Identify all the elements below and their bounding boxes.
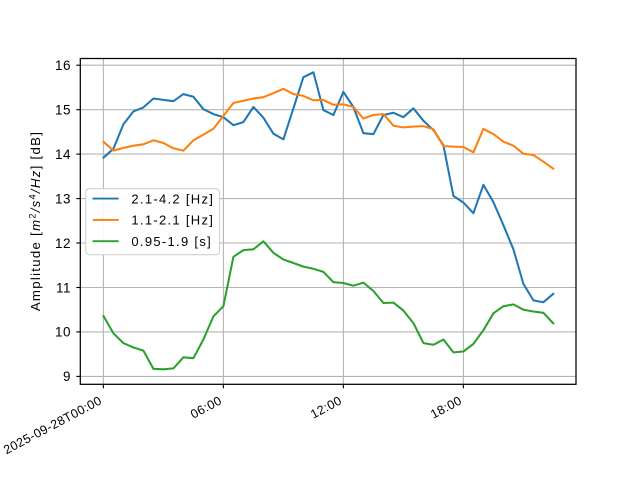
svg-text:9: 9 (63, 369, 71, 384)
svg-text:12: 12 (55, 236, 71, 251)
svg-text:10: 10 (55, 325, 71, 340)
svg-text:15: 15 (55, 103, 71, 118)
svg-text:13: 13 (55, 191, 71, 206)
svg-text:14: 14 (55, 147, 71, 162)
svg-text:11: 11 (56, 280, 71, 295)
svg-text:1.1-2.1 [Hz]: 1.1-2.1 [Hz] (131, 213, 214, 228)
svg-text:Amplitude [m2/s4/Hz] [dB]: Amplitude [m2/s4/Hz] [dB] (28, 131, 44, 311)
svg-text:16: 16 (55, 58, 71, 73)
svg-text:2.1-4.2 [Hz]: 2.1-4.2 [Hz] (131, 191, 214, 206)
svg-text:0.95-1.9 [s]: 0.95-1.9 [s] (131, 234, 212, 249)
